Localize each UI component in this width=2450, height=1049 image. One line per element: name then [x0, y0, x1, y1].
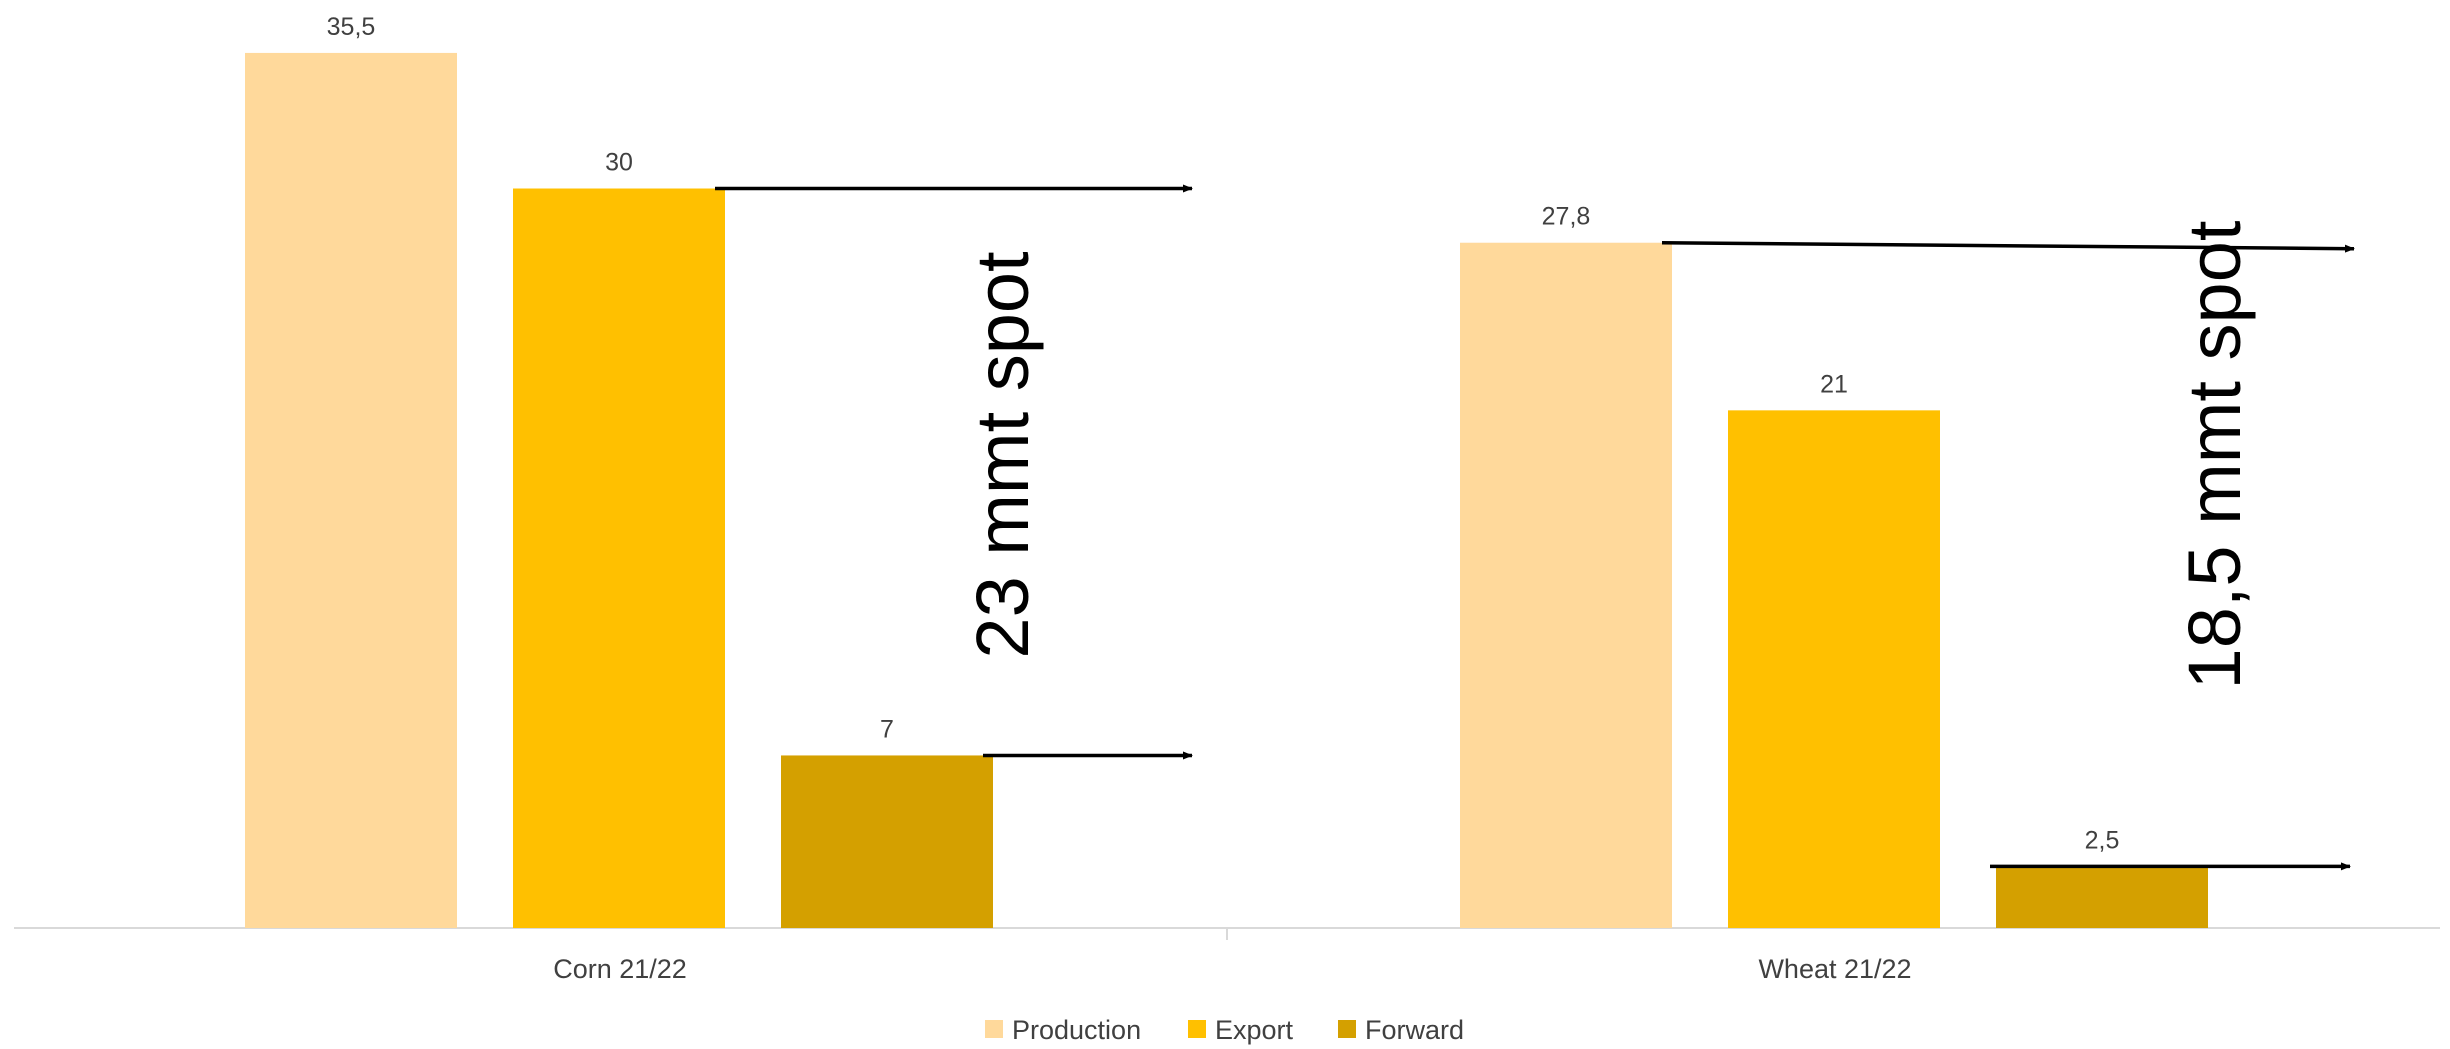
- bar-forward-corn-21-22: [781, 755, 993, 928]
- bar-production-corn-21-22: [245, 52, 457, 929]
- bars-layer: 35,5 30 7 27,8 21 2,5: [245, 13, 2208, 929]
- annotations-layer: 23 mmt spot 18,5 mmt spot: [961, 220, 2256, 689]
- arrows-layer: [715, 184, 2355, 871]
- annotation-corn-21-22: 23 mmt spot: [961, 251, 1044, 659]
- data-label-export-wheat-21-22: 21: [1820, 370, 1848, 398]
- legend-label-production: Production: [1012, 1015, 1141, 1045]
- annotation-wheat-21-22: 18,5 mmt spot: [2173, 220, 2256, 689]
- bar-forward-wheat-21-22: [1996, 866, 2208, 928]
- data-label-forward-wheat-21-22: 2,5: [2085, 826, 2120, 854]
- legend-label-export: Export: [1215, 1015, 1294, 1045]
- data-label-forward-corn-21-22: 7: [880, 715, 894, 743]
- data-label-export-corn-21-22: 30: [605, 149, 633, 177]
- legend-label-forward: Forward: [1365, 1015, 1464, 1045]
- bar-export-wheat-21-22: [1728, 410, 1940, 929]
- data-label-production-wheat-21-22: 27,8: [1542, 203, 1591, 231]
- legend-swatch-export: [1188, 1020, 1206, 1038]
- legend: Production Export Forward: [985, 1015, 1464, 1045]
- x-tick-label-wheat-21-22: Wheat 21/22: [1758, 954, 1911, 984]
- bar-production-wheat-21-22: [1460, 242, 1672, 929]
- x-tick-label-corn-21-22: Corn 21/22: [553, 954, 687, 984]
- data-label-production-corn-21-22: 35,5: [327, 13, 376, 41]
- x-axis-labels: Corn 21/22 Wheat 21/22: [553, 954, 1911, 984]
- legend-swatch-forward: [1338, 1020, 1356, 1038]
- arrow-production-wheat-21-22: [1661, 240, 2355, 253]
- bar-export-corn-21-22: [513, 188, 725, 928]
- legend-swatch-production: [985, 1020, 1003, 1038]
